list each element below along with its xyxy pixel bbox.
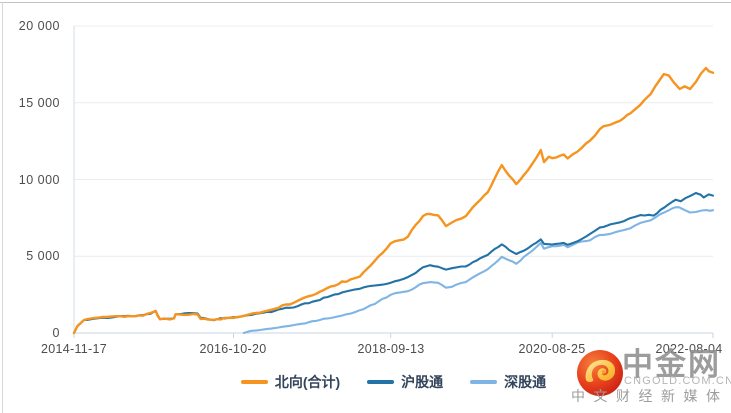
x-axis-tick-label: 2018-09-13 — [357, 342, 425, 356]
y-axis-tick-label: 0 — [52, 326, 60, 340]
series-line-沪股通 — [72, 191, 715, 335]
page-left-border — [2, 2, 3, 413]
y-axis-tick-label: 15 000 — [18, 96, 60, 110]
series-line-深股通 — [242, 206, 715, 335]
legend-dash-icon — [367, 380, 395, 384]
x-axis-tick-label: 2020-08-25 — [518, 342, 586, 356]
x-axis-tick-label: 2016-10-20 — [199, 342, 267, 356]
series-line-北向(合计) — [72, 66, 715, 335]
x-axis-tick-label: 2022-08-04 — [655, 342, 723, 356]
y-axis-tick-label: 20 000 — [18, 19, 60, 33]
chart-legend: 北向(合计) 沪股通 深股通 — [74, 372, 713, 392]
legend-dash-icon — [240, 380, 268, 384]
legend-item-shanghai-connect[interactable]: 沪股通 — [367, 372, 443, 392]
legend-label: 沪股通 — [401, 374, 444, 390]
legend-item-shenzhen-connect[interactable]: 深股通 — [470, 372, 546, 392]
y-axis-tick-label: 5 000 — [26, 249, 60, 263]
legend-item-north-total[interactable]: 北向(合计) — [240, 372, 341, 392]
legend-label: 北向(合计) — [274, 374, 341, 390]
x-axis-tick-label: 2014-11-17 — [40, 342, 107, 356]
legend-dash-icon — [470, 380, 498, 384]
legend-label: 深股通 — [504, 374, 547, 390]
page-top-border — [0, 2, 731, 3]
y-axis-tick-label: 10 000 — [18, 173, 60, 187]
